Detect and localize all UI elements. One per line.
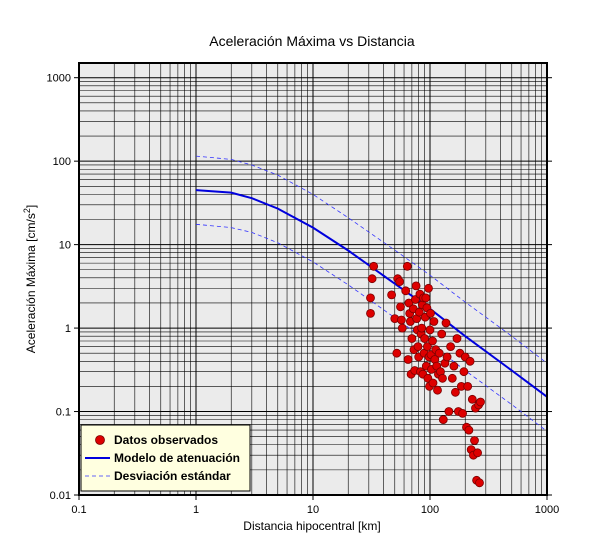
data-point bbox=[407, 334, 417, 343]
data-point bbox=[366, 293, 375, 303]
y-tick-label: 1 bbox=[65, 323, 71, 335]
x-tick-label: 1 bbox=[193, 504, 199, 516]
data-point bbox=[438, 415, 448, 425]
data-point bbox=[476, 397, 485, 407]
data-point bbox=[465, 356, 475, 366]
data-point bbox=[421, 293, 431, 303]
legend: Datos observados Modelo de atenuación De… bbox=[80, 424, 251, 492]
data-point bbox=[402, 261, 412, 271]
data-point bbox=[417, 323, 427, 333]
stddev-line-2 bbox=[195, 155, 548, 364]
data-point bbox=[422, 342, 432, 352]
data-point bbox=[467, 394, 477, 404]
legend-label-model: Modelo de atenuación bbox=[114, 451, 240, 465]
data-point bbox=[444, 407, 454, 416]
data-point bbox=[392, 348, 402, 358]
data-point bbox=[420, 334, 430, 343]
data-point bbox=[433, 385, 442, 395]
data-points bbox=[366, 261, 485, 488]
data-point bbox=[396, 302, 405, 312]
data-point bbox=[442, 352, 452, 362]
data-point bbox=[396, 315, 406, 325]
data-point bbox=[401, 286, 411, 296]
y-axis-label-main: Aceleración Máxima [cm/s bbox=[24, 213, 38, 353]
data-point bbox=[459, 367, 469, 377]
attenuation-model-line bbox=[195, 189, 548, 398]
data-point bbox=[424, 283, 433, 293]
data-point bbox=[475, 478, 484, 488]
data-point bbox=[450, 387, 460, 397]
y-tick-label: 0.1 bbox=[56, 407, 71, 419]
x-axis-label: Distancia hipocentral [km] bbox=[243, 519, 380, 533]
data-point bbox=[463, 381, 473, 391]
data-point bbox=[397, 323, 407, 333]
data-point bbox=[411, 281, 421, 291]
x-tick-label: 10 bbox=[307, 504, 319, 516]
y-tick-label: 1000 bbox=[47, 73, 71, 85]
y-tick-label: 10 bbox=[59, 240, 71, 252]
data-point bbox=[366, 308, 375, 318]
data-point bbox=[438, 373, 447, 383]
curves bbox=[195, 155, 548, 432]
data-point bbox=[425, 325, 435, 335]
data-point bbox=[387, 290, 397, 300]
data-point bbox=[429, 317, 439, 326]
data-point bbox=[458, 408, 468, 418]
stddev-line-3 bbox=[195, 223, 548, 432]
data-point bbox=[452, 334, 462, 343]
data-point bbox=[395, 277, 405, 287]
data-point bbox=[464, 425, 474, 435]
x-tick-label: 100 bbox=[421, 504, 439, 516]
data-point bbox=[413, 342, 423, 352]
y-axis-label-end: ] bbox=[24, 205, 38, 208]
data-point bbox=[426, 308, 435, 318]
y-tick-label: 0.01 bbox=[50, 490, 71, 502]
data-point bbox=[473, 448, 483, 458]
chart-title: Aceleración Máxima vs Distancia bbox=[209, 33, 415, 49]
data-point bbox=[414, 307, 424, 317]
legend-label-points: Datos observados bbox=[114, 433, 218, 447]
y-axis-label-superscript: 2 bbox=[22, 208, 32, 213]
data-point bbox=[428, 378, 438, 388]
data-point bbox=[367, 274, 377, 284]
x-tick-label: 1000 bbox=[535, 504, 559, 516]
legend-label-stddev: Desviación estándar bbox=[114, 469, 231, 483]
data-point bbox=[437, 329, 447, 339]
data-point bbox=[403, 355, 413, 364]
y-axis-label: Aceleración Máxima [cm/s2] bbox=[22, 205, 38, 353]
x-tick-label: 0.1 bbox=[71, 504, 86, 516]
data-point bbox=[449, 361, 459, 371]
data-point bbox=[434, 348, 444, 358]
y-tick-label: 100 bbox=[53, 156, 71, 168]
data-point bbox=[447, 373, 457, 383]
data-point bbox=[470, 436, 479, 445]
data-point bbox=[446, 342, 456, 352]
data-point bbox=[428, 336, 437, 346]
legend-marker-points bbox=[95, 435, 105, 445]
data-point bbox=[441, 318, 451, 328]
data-point bbox=[369, 261, 379, 271]
